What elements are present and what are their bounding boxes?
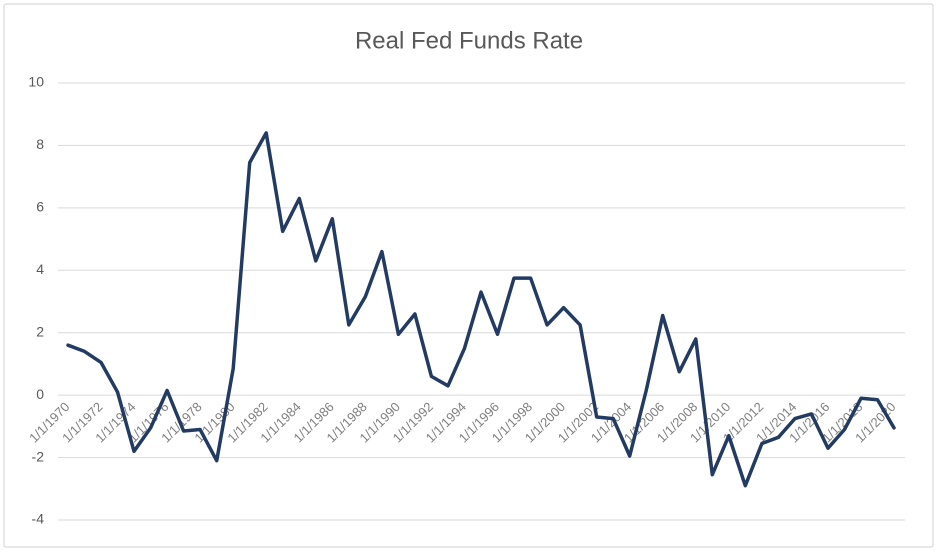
y-tick-label: 2 xyxy=(36,323,44,339)
chart-title: Real Fed Funds Rate xyxy=(355,27,583,54)
y-tick-label: 6 xyxy=(36,199,44,215)
y-tick-label: 8 xyxy=(36,136,44,152)
data-line xyxy=(66,131,896,488)
y-tick-label: -2 xyxy=(32,448,45,464)
y-tick-label: 10 xyxy=(28,74,44,90)
chart-frame xyxy=(3,3,934,548)
y-tick-label: 4 xyxy=(36,261,44,277)
y-tick-label: 0 xyxy=(36,386,44,402)
y-tick-label: -4 xyxy=(32,511,45,527)
